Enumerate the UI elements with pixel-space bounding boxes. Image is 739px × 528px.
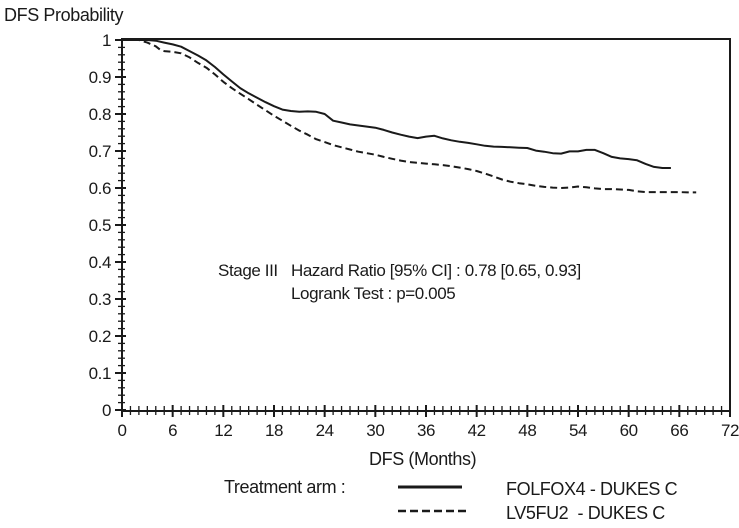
- y-tick-label: 0: [102, 401, 111, 420]
- x-tick-label: 24: [316, 421, 334, 440]
- logrank-test-text: Logrank Test : p=0.005: [291, 284, 456, 303]
- y-tick-label: 1: [102, 31, 111, 50]
- x-tick-label: 48: [518, 421, 536, 440]
- y-tick-label: 0.1: [89, 364, 111, 383]
- x-tick-label: 0: [117, 421, 126, 440]
- stage-label: Stage III: [218, 261, 278, 280]
- y-tick-label: 0.4: [89, 253, 111, 272]
- legend-item-folfox4: FOLFOX4 - DUKES C: [506, 479, 678, 499]
- y-tick-label: 0.9: [89, 68, 111, 87]
- plot-box: [121, 38, 731, 412]
- x-tick-label: 54: [569, 421, 587, 440]
- y-tick-label: 0.5: [89, 216, 111, 235]
- series-line-dashed: [122, 39, 697, 194]
- x-tick-label: 72: [721, 421, 739, 440]
- series-line-solid: [122, 39, 671, 169]
- x-tick-label: 30: [366, 421, 384, 440]
- x-tick-label: 18: [265, 421, 283, 440]
- legend-title: Treatment arm :: [224, 477, 346, 497]
- x-tick-label: 6: [168, 421, 177, 440]
- y-tick-label: 0.2: [89, 327, 111, 346]
- x-tick-label: 66: [670, 421, 688, 440]
- x-tick-label: 12: [214, 421, 232, 440]
- y-tick-label: 0.8: [89, 105, 111, 124]
- x-tick-label: 42: [468, 421, 486, 440]
- y-tick-label: 0.7: [89, 142, 111, 161]
- legend-item-lv5fu2: LV5FU2 - DUKES C: [506, 503, 665, 523]
- x-tick-label: 36: [417, 421, 435, 440]
- legend-dashed-line-swatch: [398, 509, 470, 513]
- x-tick-label: 60: [620, 421, 638, 440]
- legend-solid-line-swatch: [398, 485, 462, 489]
- x-axis-title: DFS (Months): [369, 449, 477, 469]
- hazard-ratio-text: Hazard Ratio [95% CI] : 0.78 [0.65, 0.93…: [291, 261, 581, 280]
- y-axis-title: DFS Probability: [4, 5, 124, 25]
- y-tick-label: 0.6: [89, 179, 111, 198]
- y-tick-label: 0.3: [89, 290, 111, 309]
